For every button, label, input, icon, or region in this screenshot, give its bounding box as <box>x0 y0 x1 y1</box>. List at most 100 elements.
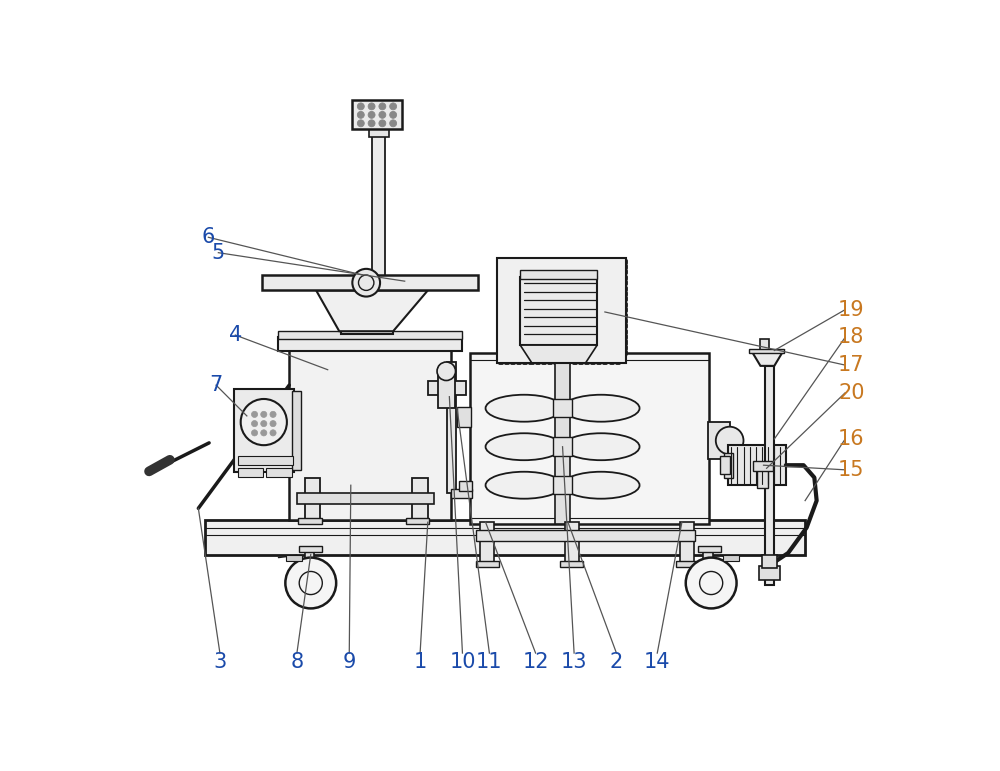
Bar <box>476 530 695 540</box>
Text: 19: 19 <box>838 300 865 320</box>
Bar <box>680 522 694 567</box>
Text: 9: 9 <box>343 652 356 672</box>
Bar <box>703 548 713 567</box>
Text: 2: 2 <box>610 652 623 672</box>
Bar <box>560 561 583 567</box>
Bar <box>762 554 777 568</box>
Ellipse shape <box>563 395 640 422</box>
Bar <box>372 135 385 276</box>
Bar <box>759 566 780 580</box>
Text: 3: 3 <box>213 652 227 672</box>
Bar <box>565 522 579 567</box>
Polygon shape <box>316 291 428 332</box>
Bar <box>262 275 478 291</box>
Ellipse shape <box>486 433 563 460</box>
Circle shape <box>241 399 287 445</box>
Circle shape <box>686 557 737 608</box>
Bar <box>438 369 455 408</box>
Bar <box>760 339 769 353</box>
Text: 8: 8 <box>290 652 303 672</box>
Circle shape <box>368 120 375 126</box>
Bar <box>286 554 302 561</box>
Bar <box>480 522 494 567</box>
Bar <box>497 258 626 363</box>
Bar <box>369 128 389 137</box>
Bar <box>238 456 293 465</box>
Bar <box>470 353 709 524</box>
Text: 14: 14 <box>644 652 671 672</box>
Text: 5: 5 <box>212 243 225 263</box>
Bar <box>428 382 466 395</box>
Circle shape <box>251 420 258 426</box>
Circle shape <box>261 411 267 417</box>
Bar <box>520 278 597 345</box>
Bar <box>749 349 784 353</box>
Ellipse shape <box>486 395 563 422</box>
Bar <box>765 366 774 585</box>
Bar <box>708 422 730 459</box>
Bar <box>553 399 572 417</box>
Bar <box>753 460 773 471</box>
Bar <box>447 362 456 493</box>
Bar <box>238 467 263 476</box>
Circle shape <box>352 269 380 297</box>
Bar <box>520 270 597 279</box>
Ellipse shape <box>563 472 640 499</box>
Bar <box>305 477 320 522</box>
Text: 16: 16 <box>838 429 865 449</box>
Bar <box>289 347 451 520</box>
Circle shape <box>379 111 386 118</box>
Bar <box>341 297 393 334</box>
Bar <box>720 456 730 474</box>
Text: 17: 17 <box>838 355 865 375</box>
Polygon shape <box>751 351 784 366</box>
Circle shape <box>379 120 386 126</box>
Circle shape <box>368 103 375 109</box>
Circle shape <box>437 362 456 381</box>
Circle shape <box>390 111 397 118</box>
Circle shape <box>357 103 364 109</box>
Bar <box>724 453 733 477</box>
Bar <box>476 561 499 567</box>
Bar <box>266 467 292 476</box>
Polygon shape <box>520 345 597 363</box>
Circle shape <box>251 411 258 417</box>
Bar <box>305 548 314 567</box>
Bar <box>553 437 572 456</box>
Bar <box>334 288 400 299</box>
Bar <box>278 338 462 352</box>
Circle shape <box>285 557 336 608</box>
Text: 10: 10 <box>449 652 476 672</box>
Text: 15: 15 <box>838 460 865 480</box>
Bar <box>457 406 471 426</box>
Bar <box>292 391 301 470</box>
Bar <box>757 468 768 487</box>
Text: 20: 20 <box>838 383 865 402</box>
Bar <box>278 332 462 339</box>
Bar <box>698 546 721 552</box>
Bar <box>412 477 428 522</box>
Bar <box>676 561 699 567</box>
Circle shape <box>357 111 364 118</box>
Bar <box>352 100 402 130</box>
Bar <box>299 546 322 552</box>
Bar <box>451 489 472 498</box>
Text: 12: 12 <box>522 652 549 672</box>
Circle shape <box>270 429 276 436</box>
Text: 7: 7 <box>209 375 223 395</box>
Text: 4: 4 <box>229 325 242 345</box>
Bar <box>553 476 572 494</box>
Circle shape <box>261 420 267 426</box>
Circle shape <box>379 103 386 109</box>
Text: 11: 11 <box>476 652 503 672</box>
Bar <box>234 389 294 472</box>
Bar <box>406 517 429 524</box>
Text: 18: 18 <box>838 328 864 348</box>
Circle shape <box>390 103 397 109</box>
Circle shape <box>357 120 364 126</box>
Text: 6: 6 <box>202 227 215 247</box>
Circle shape <box>716 426 744 454</box>
Circle shape <box>251 429 258 436</box>
Circle shape <box>368 111 375 118</box>
Circle shape <box>270 411 276 417</box>
